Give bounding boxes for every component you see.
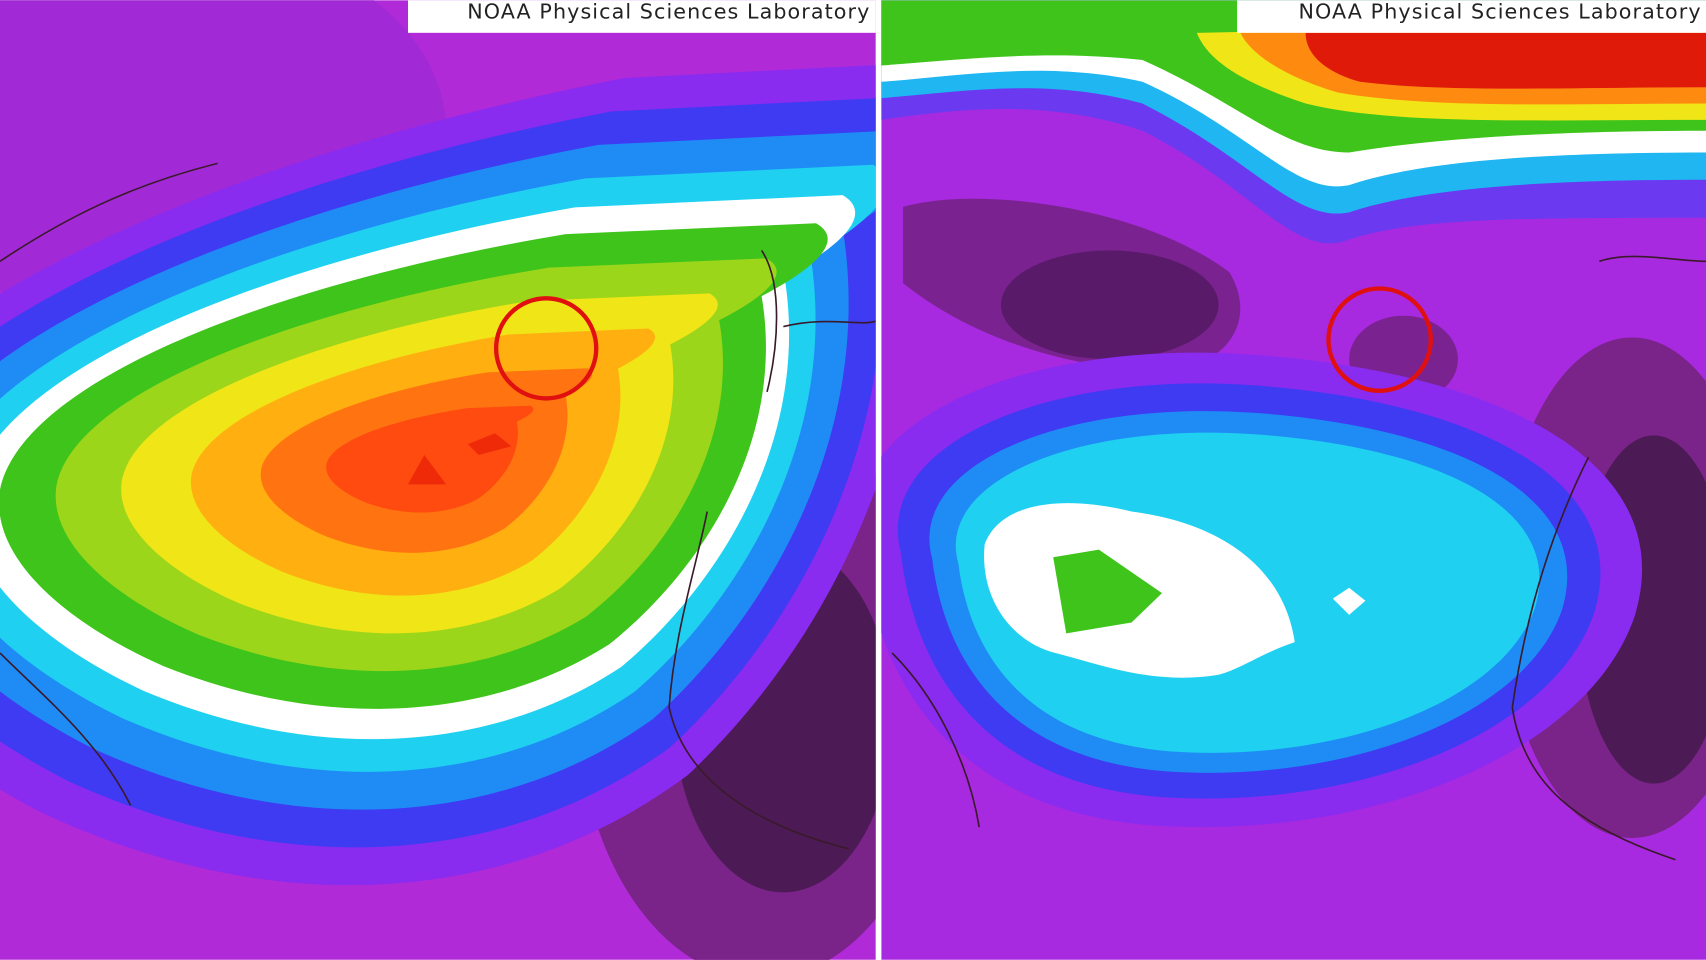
right-map: NOAA Physical Sciences Laboratory: [881, 0, 1706, 960]
left-map: NOAA Physical Sciences Laboratory: [0, 0, 876, 960]
credit: NOAA Physical Sciences Laboratory: [467, 0, 870, 24]
credit: NOAA Physical Sciences Laboratory: [1298, 0, 1701, 24]
